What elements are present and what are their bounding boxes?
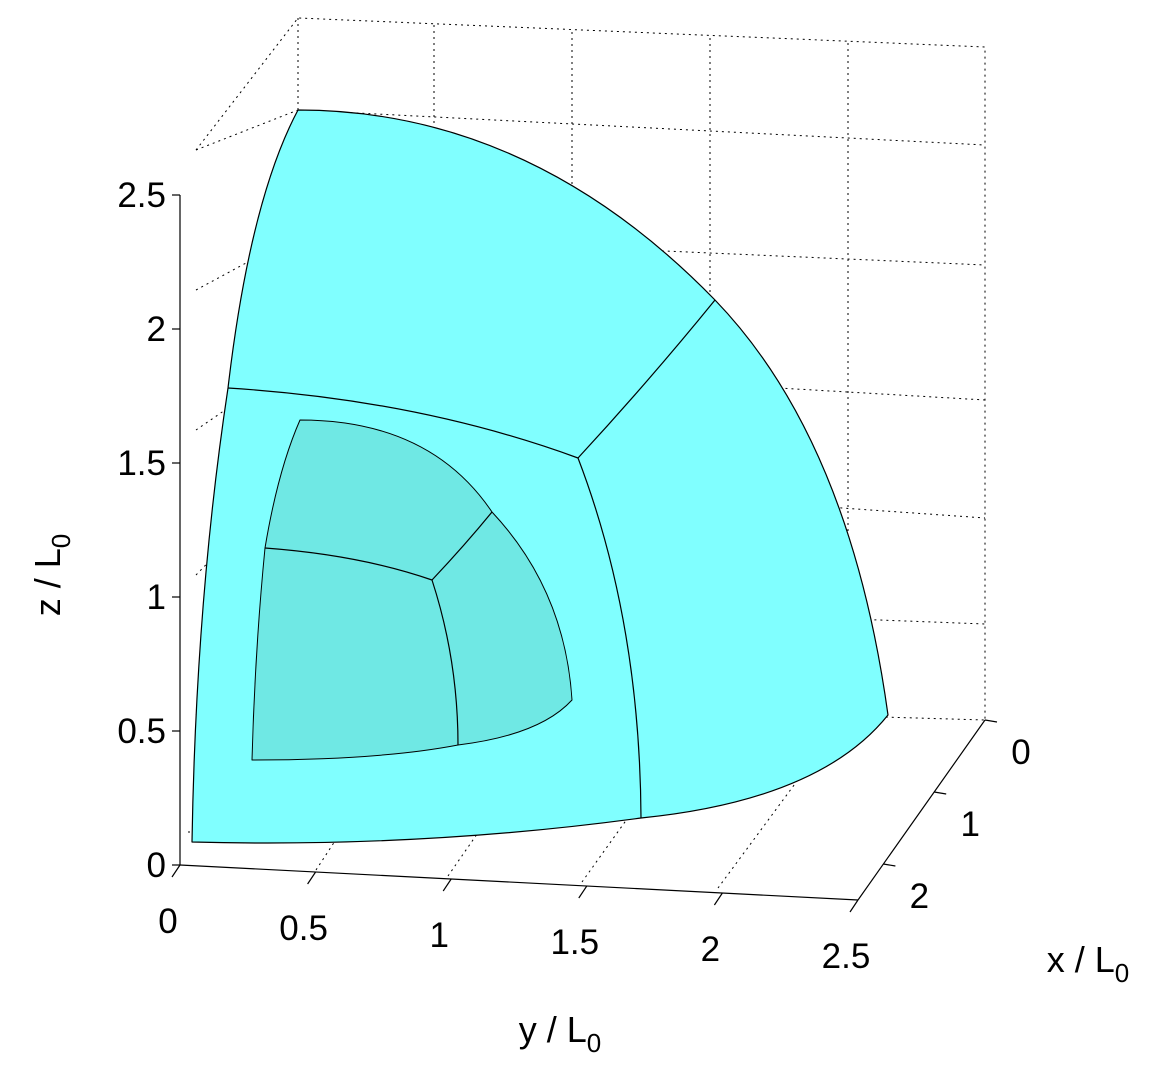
y-tick-mark	[849, 899, 859, 913]
inner-shell-seam-z	[264, 547, 433, 581]
z-tick-label: 1.5	[117, 444, 166, 483]
outer-shell-seam-x	[577, 299, 716, 459]
grid-floor-y-1.5	[581, 702, 711, 883]
y-axis-ticks: 0 0.5 1 1.5 2 2.5	[158, 864, 871, 976]
y-tick-label: 0.5	[279, 909, 328, 948]
y-axis-label: y / L0	[519, 1009, 602, 1058]
x-tick-label: 2	[910, 877, 929, 916]
inner-shell-seam-y	[431, 579, 459, 746]
z-tick-label: 0.5	[117, 712, 166, 751]
z-axis-ticks: 0 0.5 1 1.5 2 2.5	[117, 176, 180, 885]
z-axis-label: z / L0	[27, 534, 76, 617]
x-axis-label: x / L0	[1047, 939, 1130, 988]
y-tick-label: 1.5	[550, 923, 599, 962]
x-tick-mark	[984, 719, 998, 723]
y-axis-line	[179, 864, 859, 901]
y-tick-label: 0	[158, 902, 177, 941]
y-tick-label: 2	[701, 930, 720, 969]
y-tick-mark	[171, 864, 181, 878]
axes	[179, 195, 986, 901]
outer-shell-seam-z	[227, 387, 579, 459]
grid-back-wall-outline	[195, 17, 986, 720]
y-tick-label: 1	[429, 916, 448, 955]
inner-shell-seam-x	[431, 511, 493, 581]
y-tick-mark	[713, 892, 723, 906]
x-tick-mark	[934, 791, 947, 795]
y-tick-mark	[307, 871, 317, 885]
z-tick-label: 2.5	[117, 176, 166, 215]
x-axis-ticks: 012	[883, 719, 1031, 916]
y-tick-mark	[578, 885, 588, 899]
z-tick-label: 0	[147, 846, 166, 885]
y-tick-label: 2.5	[822, 937, 871, 976]
x-tick-label: 1	[960, 805, 979, 844]
outer-shell-seam-y	[577, 457, 642, 819]
z-tick-label: 1	[147, 578, 166, 617]
x-axis-line	[857, 719, 986, 901]
inner-shell-surface	[251, 419, 573, 761]
x-tick-label: 0	[1011, 733, 1030, 772]
y-tick-mark	[442, 878, 452, 892]
x-tick-mark	[883, 863, 896, 867]
z-tick-label: 2	[147, 310, 166, 349]
grid-floor-y-2	[717, 711, 849, 889]
